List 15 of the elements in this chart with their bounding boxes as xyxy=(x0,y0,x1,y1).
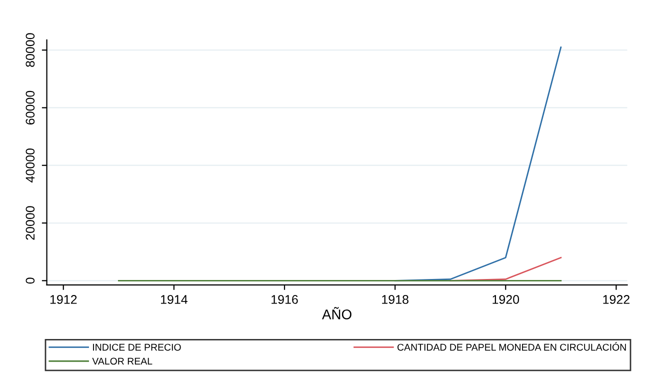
x-tick-label: 1920 xyxy=(492,295,520,304)
x-tick-label: 1922 xyxy=(603,295,630,304)
legend-label: INDICE DE PRECIO xyxy=(93,344,181,351)
y-tick-label: 60000 xyxy=(26,90,35,124)
x-tick-label: 1914 xyxy=(160,295,188,304)
y-tick-label: 0 xyxy=(26,278,35,284)
y-tick-label: 20000 xyxy=(26,206,35,240)
legend-label: VALOR REAL xyxy=(92,358,152,365)
x-tick-label: 1916 xyxy=(272,295,298,304)
legend-label: CANTIDAD DE PAPEL MONEDA EN CIRCULACIÓN xyxy=(398,342,626,351)
y-tick-label: 40000 xyxy=(26,148,35,182)
y-tick-label: 80000 xyxy=(26,33,35,67)
x-tick-label: 1912 xyxy=(50,295,77,304)
x-tick-label: 1918 xyxy=(382,295,408,304)
x-axis-title: AÑO xyxy=(322,307,352,320)
